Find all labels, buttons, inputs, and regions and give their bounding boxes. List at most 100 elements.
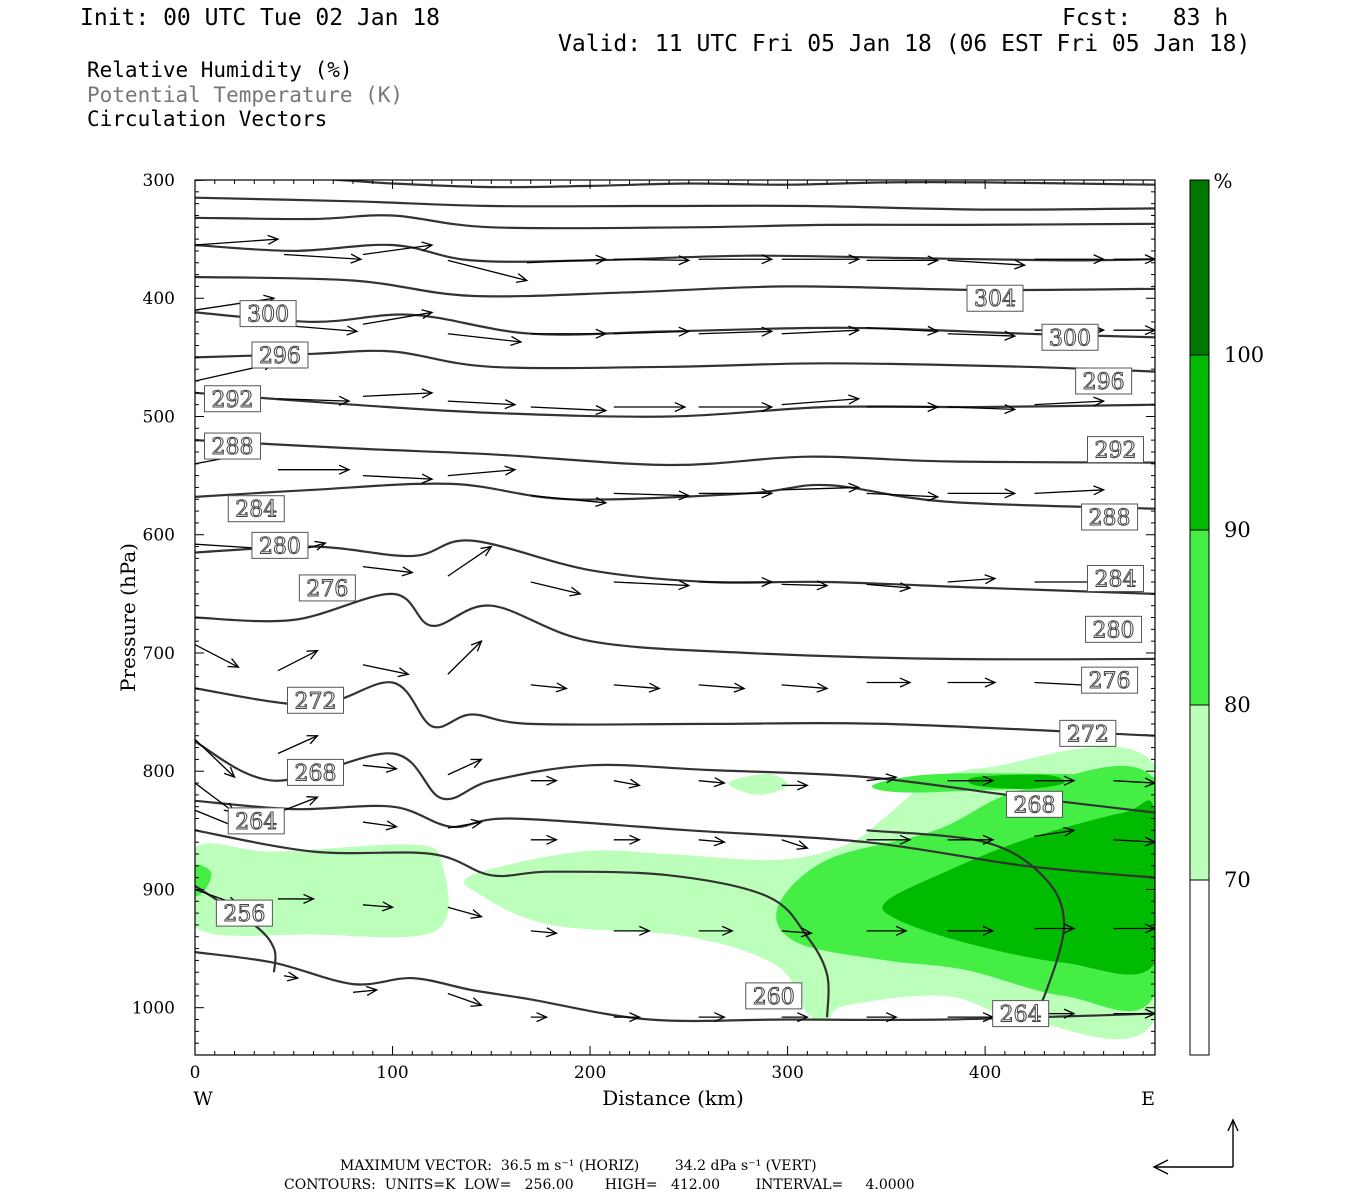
rh-region-70: [728, 773, 788, 795]
contour-label: 300: [239, 300, 297, 328]
reference-vector-icon: [1152, 1118, 1239, 1175]
circulation-vector: [698, 254, 774, 265]
theta-contour-280: [195, 539, 1155, 595]
contour-label-text: 296: [1083, 370, 1125, 395]
contour-label: 292: [1086, 436, 1144, 464]
circulation-vector: [613, 580, 691, 591]
x-tick-label: 300: [771, 1063, 803, 1083]
colorbar-bin-100: [1190, 180, 1209, 355]
circulation-vector: [1034, 396, 1106, 407]
theta-contour-308: [195, 214, 1155, 230]
circulation-vector: [1113, 325, 1155, 336]
circulation-vectors: [195, 234, 1155, 1023]
y-tick-label: 800: [143, 762, 175, 782]
contour-label: 292: [204, 385, 262, 413]
theta-contour-276: [195, 592, 1155, 661]
contour-label: 280: [1085, 615, 1143, 644]
circulation-vector: [283, 971, 300, 982]
theta-contour-312: [195, 180, 1155, 189]
circulation-vector: [195, 234, 280, 246]
theta-contour-296: [195, 349, 1155, 373]
circulation-vector: [447, 333, 523, 346]
circulation-vector: [530, 927, 559, 938]
circulation-vector: [277, 893, 316, 904]
contour-label: 272: [1059, 719, 1117, 748]
contour-label-text: 268: [1014, 793, 1056, 818]
circulation-vector: [698, 777, 726, 788]
circulation-vector: [781, 927, 813, 938]
circulation-vector: [1113, 1008, 1155, 1019]
circulation-vector: [277, 395, 351, 406]
circulation-vector: [362, 388, 434, 399]
contour-label-text: 280: [259, 534, 301, 559]
circulation-vector: [947, 574, 997, 585]
colorbar-tick-label: 70: [1224, 868, 1251, 892]
circulation-vector: [530, 581, 582, 597]
contour-label-text: 288: [1089, 506, 1131, 531]
circulation-vector: [277, 735, 319, 755]
circulation-vector: [352, 985, 379, 996]
contour-label: 260: [745, 982, 803, 1010]
circulation-vector: [866, 834, 912, 845]
circulation-vector: [530, 405, 608, 416]
legend-relative-humidity: Relative Humidity (%): [87, 58, 353, 82]
rh-region-90: [967, 774, 1065, 790]
circulation-vector: [1034, 254, 1106, 265]
circulation-vector: [866, 1012, 898, 1023]
contour-label-text: 292: [1094, 439, 1136, 464]
contour-label-text: 268: [294, 761, 336, 786]
circulation-vector: [1034, 775, 1076, 786]
contour-label-text: 276: [306, 577, 348, 602]
circulation-vector: [530, 834, 559, 845]
y-tick-label: 700: [143, 644, 175, 664]
y-tick-label: 1000: [132, 999, 175, 1019]
contour-labels: 3043003002962962922922882882842842802802…: [204, 284, 1144, 1028]
contour-label-text: 300: [1049, 326, 1091, 351]
y-tick-label: 400: [143, 289, 175, 309]
circulation-vector: [947, 259, 1027, 270]
circulation-vector: [698, 401, 774, 413]
circulation-vector: [447, 640, 483, 675]
circulation-vector: [195, 644, 240, 668]
circulation-vector: [947, 925, 995, 936]
circulation-vector: [781, 1012, 809, 1023]
relative-humidity-shading: [195, 746, 1155, 1040]
circulation-vector: [947, 834, 995, 845]
circulation-vector: [530, 1012, 549, 1023]
theta-contour-308: [195, 196, 1155, 211]
circulation-vector: [866, 401, 940, 413]
potential-temperature-contours: [195, 180, 1155, 1023]
contour-label: 296: [251, 341, 309, 370]
axes: 300 400 500 600 700 800 900 1000 0 100 200 300 400 Di…: [116, 171, 1155, 1110]
circulation-vector: [781, 325, 861, 336]
contour-label-text: 304: [974, 287, 1016, 312]
x-tick-label: 400: [969, 1063, 1001, 1083]
x-axis-title: Distance (km): [602, 1086, 744, 1110]
contour-label: 276: [1081, 666, 1139, 695]
contour-label-text: 260: [753, 985, 795, 1010]
circulation-vector: [698, 576, 774, 588]
theta-contour-272: [195, 681, 1155, 737]
colorbar-bin-80: [1190, 530, 1209, 705]
theta-contour-264: [866, 829, 1066, 1021]
circulation-vector: [530, 495, 608, 507]
contour-label: 296: [1075, 367, 1133, 396]
circulation-vector: [447, 259, 529, 284]
circulation-vector: [781, 482, 861, 493]
circulation-vector: [530, 328, 608, 339]
circulation-vector: [362, 664, 410, 678]
colorbar-bin-90: [1190, 355, 1209, 530]
circulation-vector: [698, 326, 774, 337]
circulation-vector: [362, 901, 395, 912]
colorbar-bin-70: [1190, 705, 1209, 880]
y-tick-label: 300: [143, 171, 175, 191]
contour-label: 268: [1006, 790, 1064, 819]
colorbar-bin-60: [1190, 880, 1209, 1055]
circulation-vector: [1113, 254, 1155, 265]
circulation-vector: [277, 464, 351, 475]
colorbar-tick-label: 80: [1224, 693, 1251, 717]
contours-note: CONTOURS: UNITS=K LOW= 256.00 HIGH= 412.…: [284, 1177, 915, 1193]
x-tick-label: 200: [574, 1063, 606, 1083]
circulation-vector: [362, 309, 434, 325]
